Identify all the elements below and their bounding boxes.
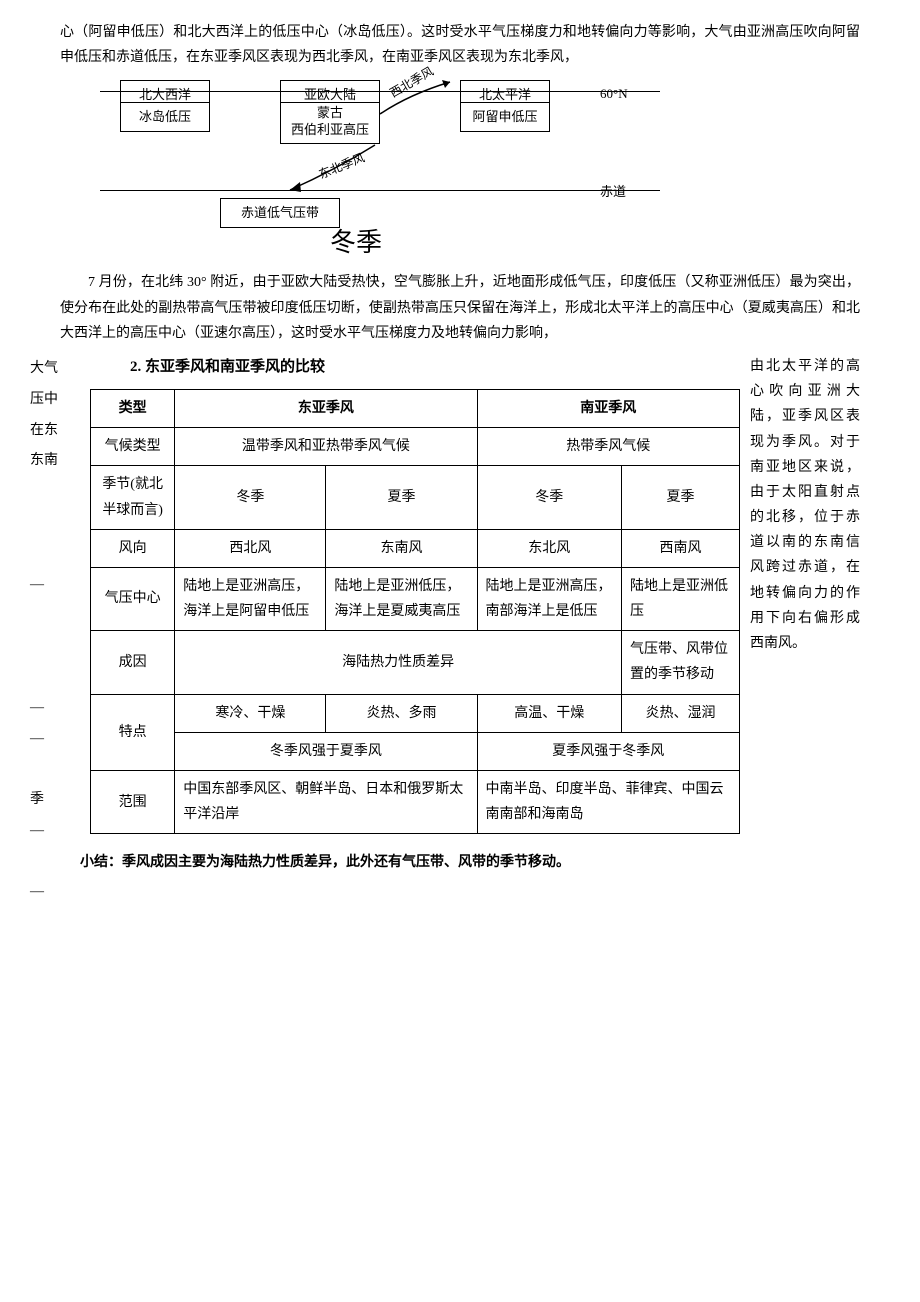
right-text-fragment: 由北太平洋的高心吹向亚洲大陆，亚季风区表现为季风。对于南亚地区来说，由于太阳直射…: [750, 354, 860, 656]
td-label: 范围: [91, 771, 175, 834]
table-row: 成因 海陆热力性质差异 气压带、风带位置的季节移动: [91, 631, 740, 694]
table-row: 类型 东亚季风 南亚季风: [91, 389, 740, 427]
td-cell: 海陆热力性质差异: [175, 631, 622, 694]
th-type: 类型: [91, 389, 175, 427]
box-mongolia-l2: 西伯利亚高压: [291, 122, 369, 137]
td-label: 季节(就北半球而言): [91, 466, 175, 529]
box-iceland: 冰岛低压: [120, 102, 210, 131]
comparison-table: 类型 东亚季风 南亚季风 气候类型 温带季风和亚热带季风气候 热带季风气候 季节…: [90, 389, 740, 834]
td-cell: 东北风: [477, 529, 621, 567]
winter-monsoon-diagram: 北大西洋 亚欧大陆 北太平洋 冰岛低压 蒙古 西伯利亚高压 阿留申低压 60°N…: [100, 80, 720, 260]
box-equator-belt: 赤道低气压带: [220, 198, 340, 227]
td-cell: 热带季风气候: [477, 428, 739, 466]
left-text-fragment: 大气 压中 在东 东南 — — — 季 — —: [30, 354, 58, 908]
table-row: 气压中心 陆地上是亚洲高压，海洋上是阿留申低压 陆地上是亚洲低压，海洋上是夏威夷…: [91, 567, 740, 630]
td-cell: 陆地上是亚洲高压，海洋上是阿留申低压: [175, 567, 326, 630]
paragraph-2: 7 月份，在北纬 30° 附近，由于亚欧大陆受热快，空气膨胀上升，近地面形成低气…: [60, 270, 860, 346]
td-cell: 温带季风和亚热带季风气候: [175, 428, 477, 466]
box-mongolia: 蒙古 西伯利亚高压: [280, 102, 380, 144]
td-cell: 高温、干燥: [477, 694, 621, 732]
box-mongolia-l1: 蒙古: [317, 105, 343, 120]
td-cell: 夏季: [326, 466, 477, 529]
td-cell: 炎热、湿润: [622, 694, 740, 732]
th-east: 东亚季风: [175, 389, 477, 427]
comparison-block: 大气 压中 在东 东南 — — — 季 — — 由北太平洋的高心吹向亚洲大陆，亚…: [60, 354, 860, 834]
th-south: 南亚季风: [477, 389, 739, 427]
td-cell: 中国东部季风区、朝鲜半岛、日本和俄罗斯太平洋沿岸: [175, 771, 477, 834]
table-row: 冬季风强于夏季风 夏季风强于冬季风: [91, 732, 740, 770]
td-cell: 冬季: [477, 466, 621, 529]
td-cell: 冬季风强于夏季风: [175, 732, 477, 770]
table-row: 特点 寒冷、干燥 炎热、多雨 高温、干燥 炎热、湿润: [91, 694, 740, 732]
td-cell: 陆地上是亚洲高压，南部海洋上是低压: [477, 567, 621, 630]
paragraph-1: 心（阿留申低压）和北大西洋上的低压中心（冰岛低压）。这时受水平气压梯度力和地转偏…: [60, 20, 860, 70]
td-cell: 东南风: [326, 529, 477, 567]
td-cell: 中南半岛、印度半岛、菲律宾、中国云南南部和海南岛: [477, 771, 739, 834]
table-row: 范围 中国东部季风区、朝鲜半岛、日本和俄罗斯太平洋沿岸 中南半岛、印度半岛、菲律…: [91, 771, 740, 834]
td-cell: 寒冷、干燥: [175, 694, 326, 732]
td-cell: 夏季: [622, 466, 740, 529]
td-cell: 夏季风强于冬季风: [477, 732, 739, 770]
td-label: 气压中心: [91, 567, 175, 630]
table-row: 气候类型 温带季风和亚热带季风气候 热带季风气候: [91, 428, 740, 466]
td-cell: 炎热、多雨: [326, 694, 477, 732]
td-label: 特点: [91, 694, 175, 770]
label-equator: 赤道: [600, 180, 626, 203]
td-label: 风向: [91, 529, 175, 567]
td-cell: 气压带、风带位置的季节移动: [622, 631, 740, 694]
table-row: 风向 西北风 东南风 东北风 西南风: [91, 529, 740, 567]
td-cell: 西南风: [622, 529, 740, 567]
td-cell: 西北风: [175, 529, 326, 567]
td-label: 气候类型: [91, 428, 175, 466]
label-60n: 60°N: [600, 82, 628, 105]
td-cell: 陆地上是亚洲低压，海洋上是夏威夷高压: [326, 567, 477, 630]
heading-comparison: 2. 东亚季风和南亚季风的比较: [130, 354, 740, 381]
td-cell: 冬季: [175, 466, 326, 529]
summary-line: 小结：季风成因主要为海陆热力性质差异，此外还有气压带、风带的季节移动。: [80, 850, 860, 875]
box-aleutian: 阿留申低压: [460, 102, 550, 131]
table-row: 季节(就北半球而言) 冬季 夏季 冬季 夏季: [91, 466, 740, 529]
diagram-title-winter: 冬季: [330, 220, 382, 267]
td-label: 成因: [91, 631, 175, 694]
td-cell: 陆地上是亚洲低压: [622, 567, 740, 630]
